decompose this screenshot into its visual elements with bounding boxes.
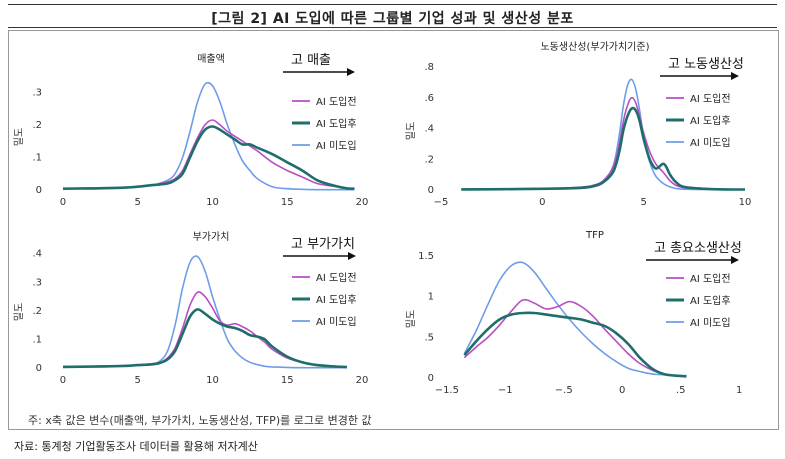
panel-0-series-no_ai bbox=[62, 81, 355, 191]
panel-0-legend-label-no_ai: AI 미도입 bbox=[316, 139, 357, 152]
panel-0-y-tick-label: .2 bbox=[32, 120, 42, 131]
panel-1-y-tick-label: 0 bbox=[428, 185, 434, 196]
panel-0-arrow-head bbox=[347, 68, 355, 76]
figure-frame bbox=[8, 30, 779, 430]
panel-3-x-tick-label: 1 bbox=[736, 385, 742, 396]
panel-0-title: 매출액 bbox=[197, 53, 225, 65]
panel-2-arrow-head bbox=[348, 252, 356, 260]
panel-3-y-tick-label: .5 bbox=[424, 332, 434, 343]
panel-3-legend-label-ai_after: AI 도입후 bbox=[690, 294, 731, 307]
panel-1-x-tick-label: 0 bbox=[539, 197, 545, 208]
panel-3-x-tick-label: 0 bbox=[619, 385, 625, 396]
panel-1-x-tick-label: 5 bbox=[640, 197, 646, 208]
panel-3-legend-label-no_ai: AI 미도입 bbox=[690, 316, 731, 329]
panel-1-arrow-head bbox=[731, 72, 739, 80]
panel-3-x-tick-label: .5 bbox=[676, 385, 686, 396]
panel-1-y-tick-label: .6 bbox=[424, 93, 434, 104]
panel-2-arrow-label: 고 부가가치 bbox=[291, 237, 355, 252]
panel-2-title: 부가가치 bbox=[193, 231, 230, 243]
panel-1-legend-label-no_ai: AI 미도입 bbox=[690, 136, 731, 149]
panel-2-legend-label-no_ai: AI 미도입 bbox=[316, 315, 357, 328]
panel-0-series-ai_after bbox=[62, 125, 355, 191]
panel-2-x-tick-label: 20 bbox=[356, 375, 369, 386]
panel-0-legend-label-ai_after: AI 도입후 bbox=[316, 117, 357, 130]
panel-2-x-tick-label: 15 bbox=[281, 375, 294, 386]
panel-3-arrow-label: 고 총요소생산성 bbox=[654, 241, 742, 256]
figure-header: [그림 2] AI 도입에 따른 그룹별 기업 성과 및 생산성 분포 bbox=[8, 4, 777, 28]
header-bottom-rule bbox=[8, 27, 777, 28]
panel-0-x-tick-label: 0 bbox=[60, 197, 66, 208]
panel-3-series-no_ai bbox=[463, 261, 687, 377]
panel-2-series-no_ai bbox=[62, 255, 348, 369]
panel-0-arrow-label: 고 매출 bbox=[291, 53, 331, 68]
panel-1-legend-label-ai_after: AI 도입후 bbox=[690, 114, 731, 127]
panel-1-series-ai_after bbox=[461, 106, 746, 191]
panel-1-y-tick-label: .8 bbox=[424, 62, 434, 73]
panel-2-legend-label-ai_before: AI 도입전 bbox=[316, 271, 357, 284]
figure-note: 주: x축 값은 변수(매출액, 부가가치, 노동생산성, TFP)를 로그로 … bbox=[28, 414, 372, 427]
panel-0-y-tick-label: .1 bbox=[32, 152, 42, 163]
figure-title: [그림 2] AI 도입에 따른 그룹별 기업 성과 및 생산성 분포 bbox=[211, 11, 574, 27]
figure-source: 자료: 통계청 기업활동조사 데이터를 활용해 저자계산 bbox=[14, 440, 258, 453]
panel-1-x-tick-label: 10 bbox=[739, 197, 752, 208]
panel-2-x-tick-label: 0 bbox=[60, 375, 66, 386]
panel-3-x-tick-label: −1.5 bbox=[435, 385, 459, 396]
panel-3-y-tick-label: 1 bbox=[428, 292, 434, 303]
panel-1-x-tick-label: −5 bbox=[434, 197, 449, 208]
panel-0-y-axis-label: 밀도 bbox=[13, 128, 25, 146]
panel-2-x-tick-label: 5 bbox=[135, 375, 141, 386]
panel-3-series-ai_before bbox=[463, 298, 687, 378]
panel-0-x-tick-label: 15 bbox=[281, 197, 294, 208]
panel-2-y-tick-label: .3 bbox=[32, 277, 42, 288]
panel-3-title: TFP bbox=[585, 230, 604, 241]
panel-1-title: 노동생산성(부가가치기준) bbox=[540, 41, 649, 53]
header-top-rule bbox=[8, 4, 777, 5]
panel-1-y-axis-label: 밀도 bbox=[405, 122, 417, 140]
panel-2-y-tick-label: 0 bbox=[36, 363, 42, 374]
panel-3-y-tick-label: 1.5 bbox=[418, 251, 434, 262]
panel-3-x-tick-label: −1 bbox=[498, 385, 513, 396]
panel-2-legend-label-ai_after: AI 도입후 bbox=[316, 293, 357, 306]
panel-3-y-tick-label: 0 bbox=[428, 373, 434, 384]
panel-2-y-axis-label: 밀도 bbox=[13, 303, 25, 321]
panel-3-y-axis-label: 밀도 bbox=[405, 310, 417, 328]
panel-1-y-tick-label: .2 bbox=[424, 154, 434, 165]
panel-0-x-tick-label: 5 bbox=[135, 197, 141, 208]
panel-1-y-tick-label: .4 bbox=[424, 124, 434, 135]
panel-2-series-ai_after bbox=[62, 308, 348, 369]
panel-2-series-ai_before bbox=[62, 291, 348, 368]
panel-3-legend-label-ai_before: AI 도입전 bbox=[690, 272, 731, 285]
panel-0-x-tick-label: 20 bbox=[356, 197, 369, 208]
panel-2-y-tick-label: .4 bbox=[32, 249, 42, 260]
panel-0-x-tick-label: 10 bbox=[206, 197, 219, 208]
panel-2-y-tick-label: .2 bbox=[32, 306, 42, 317]
panel-1-legend-label-ai_before: AI 도입전 bbox=[690, 92, 731, 105]
panel-3-series-ai_after bbox=[463, 311, 687, 378]
panel-1-arrow-label: 고 노동생산성 bbox=[668, 57, 744, 72]
panel-3-x-tick-label: −.5 bbox=[555, 385, 573, 396]
panel-0-y-tick-label: 0 bbox=[36, 185, 42, 196]
panel-2-x-tick-label: 10 bbox=[206, 375, 219, 386]
panel-0-legend-label-ai_before: AI 도입전 bbox=[316, 95, 357, 108]
panel-3-arrow-head bbox=[731, 256, 739, 264]
panel-0-y-tick-label: .3 bbox=[32, 87, 42, 98]
panel-0-series-ai_before bbox=[62, 119, 355, 190]
panel-2-y-tick-label: .1 bbox=[32, 334, 42, 345]
